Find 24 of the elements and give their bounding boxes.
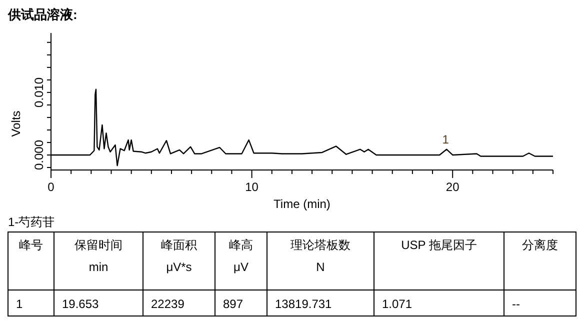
text: 1: [16, 297, 23, 311]
text: 峰号: [19, 238, 43, 252]
x-tick-label: 10: [245, 180, 259, 194]
annotation: 1: [442, 132, 450, 146]
chart-title: 供试品溶液:: [7, 7, 78, 22]
text: 1.071: [382, 297, 412, 311]
y-tick-label: 0.000: [32, 140, 46, 170]
text: 峰面积 μV*s: [161, 238, 197, 274]
x-axis-title: Time (min): [274, 197, 330, 211]
text: 13819.731: [275, 297, 332, 311]
text: 理论塔板数 N: [290, 238, 350, 274]
y-axis-title: Volts: [9, 110, 23, 137]
text: 19.653: [62, 297, 100, 311]
text: --: [512, 297, 520, 311]
text: USP 拖尾因子: [401, 238, 477, 252]
text: 1-芍药苷: [8, 215, 55, 229]
y-tick-label: 0.010: [32, 77, 46, 108]
text: 保留时间 min: [74, 238, 122, 274]
text: 897: [223, 297, 244, 311]
x-tick-label: 0: [48, 180, 55, 194]
text: 22239: [151, 297, 185, 311]
text: 峰高 μV: [229, 238, 253, 274]
x-tick-label: 20: [446, 180, 460, 194]
text: 分离度: [522, 238, 558, 252]
